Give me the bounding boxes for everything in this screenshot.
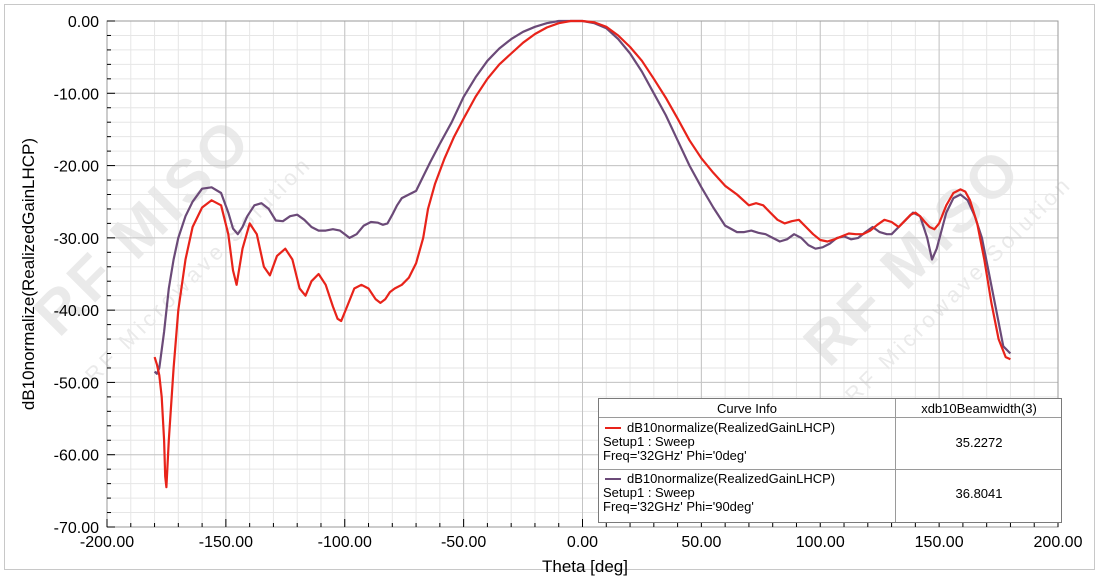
x-axis-title: Theta [deg] <box>542 557 628 576</box>
x-tick-label: -100.00 <box>318 534 372 551</box>
y-tick-label: -40.00 <box>54 303 99 320</box>
legend-header: Curve Info xdb10Beamwidth(3) <box>599 399 1061 418</box>
series-line-phi0 <box>153 19 1011 489</box>
y-tick-label: -60.00 <box>54 448 99 465</box>
x-tick-label: -150.00 <box>199 534 253 551</box>
legend-header-beamwidth: xdb10Beamwidth(3) <box>921 401 1037 416</box>
legend-swatch-phi90 <box>605 478 621 480</box>
legend-params: Freq='32GHz' Phi='90deg' <box>603 499 754 514</box>
legend-entry-phi90[interactable]: dB10normalize(RealizedGainLHCP) Setup1 :… <box>599 470 1061 520</box>
legend-params: Freq='32GHz' Phi='0deg' <box>603 448 747 463</box>
y-tick-label: -30.00 <box>54 231 99 248</box>
legend-entry-phi0[interactable]: dB10normalize(RealizedGainLHCP) Setup1 :… <box>599 419 1061 470</box>
legend-swatch-phi0 <box>605 427 621 429</box>
legend-beamwidth-value: 35.2272 <box>955 435 1003 450</box>
legend-divider <box>895 399 896 522</box>
x-tick-label: -200.00 <box>80 534 134 551</box>
y-axis-title: dB10normalize(RealizedGainLHCP) <box>19 138 38 410</box>
legend-setup: Setup1 : Sweep <box>603 434 695 449</box>
x-tick-label: 0.00 <box>567 534 598 551</box>
series-line-phi90 <box>153 19 1012 375</box>
x-tick-label: 200.00 <box>1034 534 1083 551</box>
x-tick-labels: -200.00 -150.00 -100.00 -50.00 0.00 50.00 100.… <box>80 534 1083 551</box>
legend-curve-name: dB10normalize(RealizedGainLHCP) <box>627 471 836 486</box>
y-tick-label: -20.00 <box>54 159 99 176</box>
y-tick-labels: 0.00 -10.00 -20.00 -30.00 -40.00 -50.00 -60.00… <box>54 14 99 537</box>
x-tick-label: 150.00 <box>915 534 964 551</box>
legend-header-curve-info: Curve Info <box>717 401 777 416</box>
legend-curve-name: dB10normalize(RealizedGainLHCP) <box>627 420 836 435</box>
x-tick-label: 50.00 <box>681 534 721 551</box>
legend-setup: Setup1 : Sweep <box>603 485 695 500</box>
y-tick-label: -70.00 <box>54 520 99 537</box>
y-tick-label: -10.00 <box>54 86 99 103</box>
curve-info-legend[interactable]: Curve Info xdb10Beamwidth(3) dB10normali… <box>598 398 1062 523</box>
y-tick-label: 0.00 <box>68 14 99 31</box>
legend-beamwidth-value: 36.8041 <box>955 486 1003 501</box>
x-tick-label: -50.00 <box>441 534 486 551</box>
series-layer <box>153 19 1012 489</box>
x-tick-label: 100.00 <box>796 534 845 551</box>
y-tick-label: -50.00 <box>54 375 99 392</box>
